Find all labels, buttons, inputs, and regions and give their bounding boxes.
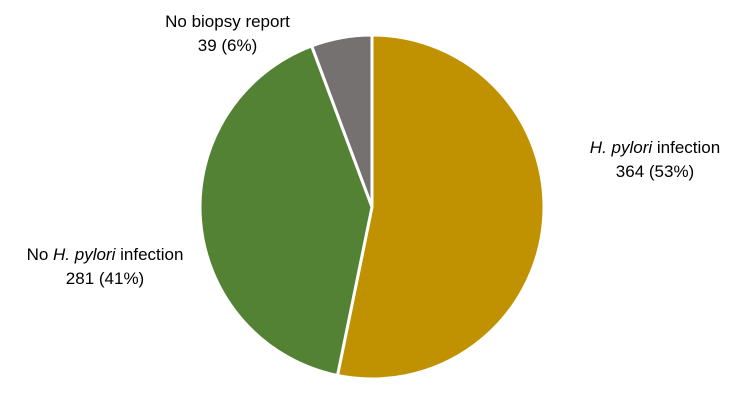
slice-name: H. pylori infection — [589, 138, 721, 157]
slice-value: 364 (53%) — [615, 162, 695, 181]
label-no-h-pylori-infection: No H. pylori infection 281 (41%) — [0, 243, 210, 291]
pie-slice-h-pylori-infection — [335, 33, 546, 381]
pie-slice-no-h-pylori-infection — [198, 44, 374, 377]
slice-name: No biopsy report — [165, 12, 290, 31]
slice-name: No H. pylori infection — [26, 245, 184, 264]
pie-slice-no-biopsy-report — [310, 33, 374, 209]
label-no-biopsy-report: No biopsy report 39 (6%) — [140, 10, 315, 58]
slice-value: 39 (6%) — [197, 36, 258, 55]
slice-value: 281 (41%) — [65, 269, 145, 288]
label-h-pylori-infection: H. pylori infection 364 (53%) — [560, 136, 750, 184]
